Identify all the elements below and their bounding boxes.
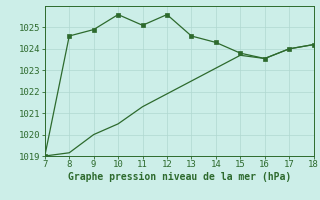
X-axis label: Graphe pression niveau de la mer (hPa): Graphe pression niveau de la mer (hPa)	[68, 172, 291, 182]
